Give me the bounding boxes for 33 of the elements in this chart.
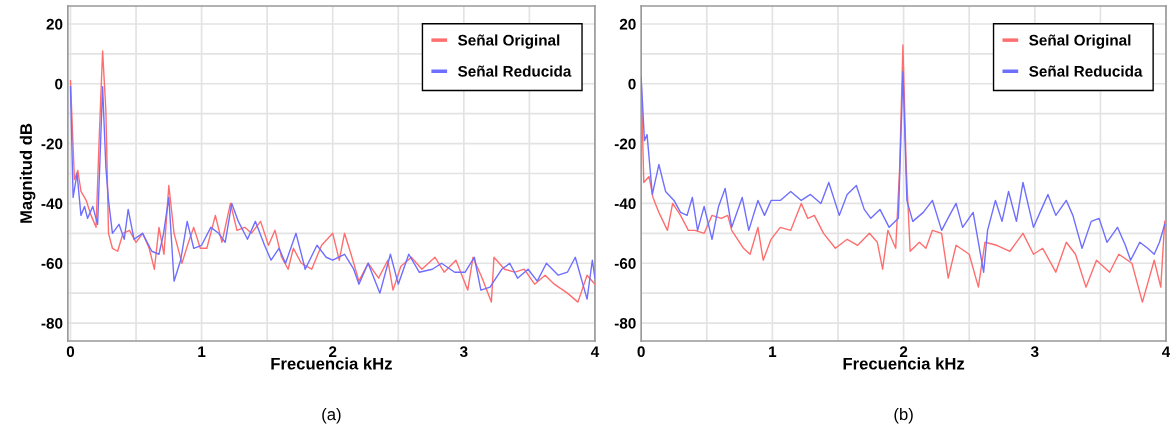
y-tick-label: -40 [41, 198, 63, 210]
x-tick-label: 2 [899, 346, 908, 357]
y-tick-label: -80 [614, 317, 636, 329]
x-tick-label: 3 [459, 346, 468, 358]
y-tick-label: 20 [619, 18, 636, 30]
x-axis-title: Frecuencia kHz [271, 357, 392, 370]
x-tick-label: 3 [1030, 346, 1039, 358]
y-tick-label: -60 [614, 258, 636, 269]
y-tick-label: 0 [628, 78, 636, 90]
text: (b) [894, 407, 913, 424]
x-tick-label: 1 [198, 346, 206, 357]
line-series [69, 50, 595, 303]
y-tick-label: -60 [41, 258, 63, 269]
legend-label: Señal Original [458, 34, 560, 49]
y-axis-title: Magnitud dB [19, 123, 36, 223]
y-tick-label: -80 [41, 317, 63, 329]
y-tick-label: -20 [614, 138, 636, 150]
x-tick-label: 0 [637, 346, 645, 358]
x-axis-title: Frecuencia kHz [843, 357, 965, 370]
legend-label: Señal Reducida [1029, 65, 1143, 77]
line-series [69, 86, 595, 300]
text: (a) [322, 407, 341, 424]
x-tick-label: 1 [769, 346, 777, 357]
legend-label: Señal Original [1029, 34, 1131, 49]
y-tick-label: -20 [41, 138, 63, 150]
legend-label: Señal Reducida [458, 65, 572, 77]
x-tick-label: 4 [590, 346, 600, 357]
y-tick-label: 0 [55, 78, 63, 90]
y-tick-label: 20 [46, 18, 63, 30]
y-tick-label: -40 [614, 198, 636, 210]
x-tick-label: 2 [329, 346, 337, 357]
x-tick-label: 0 [66, 346, 75, 358]
x-tick-label: 4 [1162, 346, 1170, 357]
